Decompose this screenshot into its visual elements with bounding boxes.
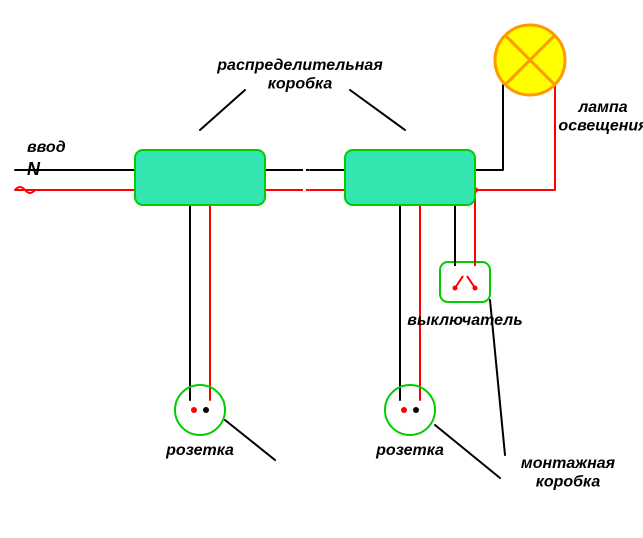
label-mounting-box: монтажнаякоробка — [521, 455, 616, 490]
junction-box-right — [345, 150, 475, 205]
label-socket-left: розетка — [165, 442, 234, 459]
label-lamp: лампаосвещения — [558, 99, 643, 134]
socket-left — [175, 385, 225, 435]
label-junction-box: распределительнаякоробка — [216, 57, 383, 92]
label-switch: выключатель — [407, 312, 522, 329]
socket-right — [385, 385, 435, 435]
switch-icon — [440, 258, 490, 302]
label-N: N — [27, 159, 41, 179]
label-vvod: ввод — [27, 139, 66, 156]
junction-box-left — [135, 150, 265, 205]
label-socket-right: розетка — [375, 442, 444, 459]
lamp-icon — [495, 25, 565, 95]
